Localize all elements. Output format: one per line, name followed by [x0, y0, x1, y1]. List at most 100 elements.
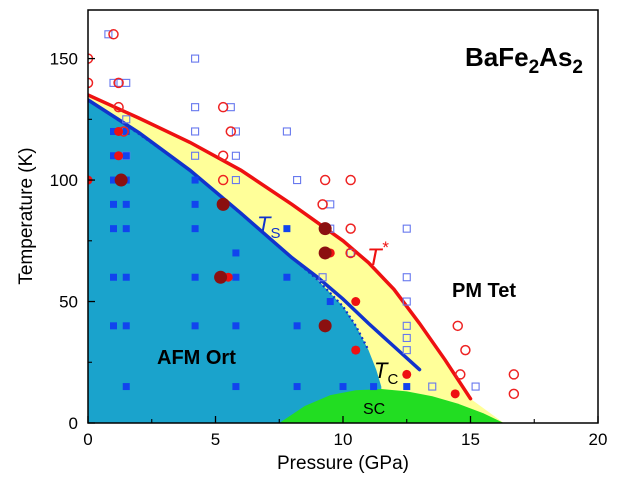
- data-point-open-square: [191, 127, 200, 136]
- data-point-open-square: [122, 115, 131, 124]
- data-point-filled-square: [403, 383, 411, 391]
- data-point-filled-square: [122, 273, 130, 281]
- data-point-open-square: [346, 248, 355, 257]
- data-point-open-circle: [225, 126, 237, 137]
- data-point-open-circle: [108, 29, 119, 40]
- data-point-open-square: [293, 176, 302, 185]
- data-point-open-square: [231, 127, 240, 136]
- data-point-open-circle: [460, 344, 471, 356]
- data-point-open-circle: [319, 174, 331, 186]
- data-point-filled-square: [122, 225, 130, 233]
- chart-title: BaFe2As2: [465, 42, 583, 78]
- data-point-open-square: [402, 224, 411, 233]
- data-point-filled-square: [191, 322, 199, 330]
- data-point-filled-square: [191, 200, 199, 208]
- data-point-filled-square: [122, 383, 130, 391]
- data-point-filled-square: [191, 176, 199, 184]
- data-point-filled-square: [339, 383, 347, 391]
- data-point-dark-circle: [216, 197, 230, 211]
- data-point-filled-square: [283, 273, 291, 281]
- y-tick-label: 0: [69, 414, 78, 433]
- data-markers: [88, 29, 520, 400]
- data-point-open-square: [402, 321, 411, 330]
- data-point-dark-circle: [214, 270, 228, 284]
- y-tick-label: 150: [50, 50, 78, 69]
- data-point-open-circle: [217, 101, 229, 113]
- y-tick-label: 50: [59, 293, 78, 312]
- data-point-open-square: [231, 151, 240, 160]
- data-point-filled-square: [293, 383, 301, 391]
- x-axis-title: Pressure (GPa): [277, 453, 409, 474]
- data-point-filled-square: [191, 273, 199, 281]
- data-point-open-circle: [345, 223, 356, 234]
- data-point-dark-circle: [318, 319, 332, 333]
- data-point-filled-square: [110, 200, 117, 208]
- data-point-filled-circle: [114, 151, 124, 161]
- data-point-open-square: [191, 151, 200, 160]
- data-point-filled-square: [110, 152, 117, 160]
- data-point-filled-square: [122, 322, 130, 330]
- data-point-filled-square: [293, 322, 301, 330]
- pm-tet-label: PM Tet: [452, 280, 516, 302]
- data-point-filled-square: [110, 127, 117, 135]
- data-point-open-square: [402, 297, 411, 306]
- x-tick-label: 5: [211, 430, 220, 449]
- data-point-open-square: [191, 54, 200, 63]
- data-point-dark-circle: [318, 222, 332, 236]
- data-point-open-square: [318, 273, 327, 282]
- data-point-open-square: [114, 78, 123, 87]
- data-point-filled-circle: [351, 345, 361, 355]
- afm-ort-region: [88, 99, 382, 423]
- data-point-open-square: [191, 103, 200, 112]
- data-point-open-circle: [345, 247, 356, 259]
- data-point-open-circle: [88, 77, 94, 89]
- x-tick-label: 20: [589, 430, 608, 449]
- data-point-filled-square: [110, 273, 117, 281]
- data-point-open-square: [402, 333, 411, 343]
- data-point-filled-circle: [450, 389, 460, 399]
- x-tick-label: 10: [334, 430, 353, 449]
- data-point-filled-square: [283, 225, 291, 233]
- data-point-filled-circle: [114, 126, 124, 136]
- data-point-open-circle: [508, 388, 520, 400]
- data-point-dark-circle: [318, 246, 332, 260]
- data-point-open-circle: [217, 150, 229, 162]
- data-point-open-circle: [217, 174, 229, 186]
- data-point-filled-square: [232, 322, 240, 330]
- y-axis-title: Temperature (K): [16, 147, 37, 284]
- data-point-filled-square: [122, 127, 130, 135]
- sc-label: SC: [363, 401, 385, 418]
- data-point-open-circle: [455, 369, 466, 380]
- data-point-filled-circle: [402, 369, 412, 379]
- data-point-open-square: [402, 273, 411, 282]
- data-point-open-square: [402, 346, 411, 355]
- x-tick-label: 15: [461, 430, 480, 449]
- data-point-open-circle: [113, 77, 124, 89]
- data-point-filled-square: [232, 249, 240, 257]
- data-point-filled-square: [110, 322, 117, 330]
- data-point-open-circle: [452, 320, 463, 332]
- axis-ticks: 0 5 10 15 20 0 50 100 150: [50, 50, 608, 449]
- data-point-open-circle: [345, 174, 356, 186]
- data-point-open-square: [104, 30, 113, 39]
- tstar-label: T*: [367, 238, 390, 271]
- data-point-open-square: [231, 176, 240, 185]
- data-point-filled-square: [122, 200, 130, 208]
- data-point-open-circle: [508, 369, 520, 380]
- data-point-open-square: [471, 382, 480, 391]
- data-point-open-square: [282, 127, 291, 136]
- data-point-open-circle: [317, 199, 328, 210]
- data-point-open-square: [109, 78, 118, 87]
- afm-ort-label: AFM Ort: [157, 347, 236, 369]
- y-tick-label: 100: [50, 171, 78, 190]
- data-point-filled-square: [326, 298, 334, 306]
- data-point-open-square: [428, 382, 437, 391]
- data-point-filled-square: [110, 225, 117, 233]
- data-point-filled-square: [191, 225, 199, 233]
- data-point-filled-square: [232, 273, 240, 281]
- ts-line: [88, 98, 422, 372]
- sc-dome-region: [279, 389, 504, 423]
- data-point-open-circle: [113, 101, 124, 113]
- ts-label: TS: [257, 212, 280, 242]
